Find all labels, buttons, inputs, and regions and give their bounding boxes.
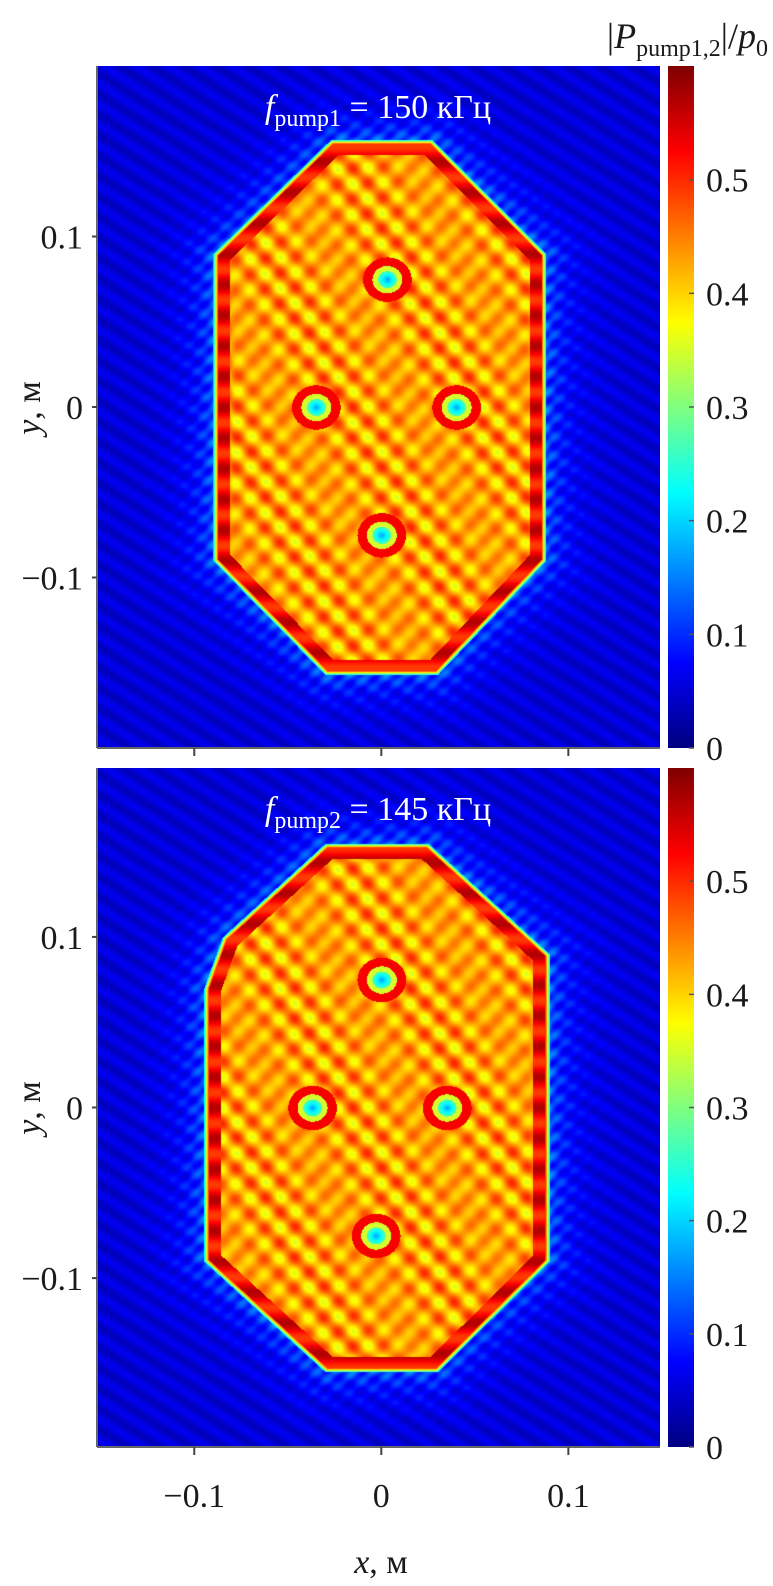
colorbar-tick-label: 0.2 — [706, 1204, 749, 1241]
colorbar-tick-label: 0.5 — [706, 864, 749, 901]
colorbar-tick-label: 0 — [706, 1430, 723, 1467]
heatmap-top — [97, 66, 660, 748]
panel-title-top: fpump1 = 150 кГц — [265, 89, 491, 132]
y-axis-label-bottom: y, м — [11, 1081, 48, 1138]
y-tick-label: 0 — [66, 1091, 83, 1128]
heatmap-bottom — [97, 768, 660, 1447]
x-axis-label: x, м — [353, 1544, 408, 1581]
panel-title-bottom: fpump2 = 145 кГц — [265, 791, 491, 834]
colorbar-tick-label: 0.4 — [706, 276, 749, 313]
x-tick-label: 0.1 — [547, 1478, 590, 1515]
y-tick-label: −0.1 — [21, 1261, 83, 1298]
y-tick-label: 0.1 — [41, 920, 84, 957]
y-axis-label-top: y, м — [11, 381, 48, 438]
colorbar-tick-label: 0.1 — [706, 1317, 749, 1354]
y-tick-label: 0.1 — [41, 220, 84, 257]
x-tick-label: 0 — [373, 1478, 390, 1515]
colorbar-tick-label: 0.5 — [706, 163, 749, 200]
x-tick-label: −0.1 — [163, 1478, 225, 1515]
colorbar-tick-label: 0 — [706, 731, 723, 768]
colorbar-tick-label: 0.3 — [706, 1091, 749, 1128]
y-tick-label: −0.1 — [21, 561, 83, 598]
colorbar-tick-label: 0.4 — [706, 977, 749, 1014]
colorbar-label: |Ppump1,2|/p0 — [607, 16, 768, 62]
colorbar-tick-label: 0.2 — [706, 504, 749, 541]
y-tick-label: 0 — [66, 390, 83, 427]
colorbar-tick-label: 0.1 — [706, 617, 749, 654]
colorbar-tick-label: 0.3 — [706, 390, 749, 427]
